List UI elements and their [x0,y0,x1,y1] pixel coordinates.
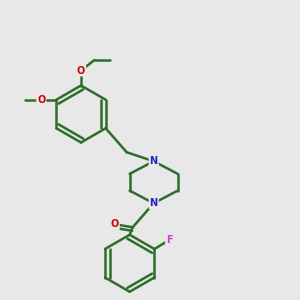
Text: N: N [150,198,158,208]
Text: O: O [37,95,45,105]
Text: O: O [111,219,119,229]
Text: O: O [77,65,85,76]
Text: N: N [150,156,158,166]
Text: F: F [166,235,173,245]
